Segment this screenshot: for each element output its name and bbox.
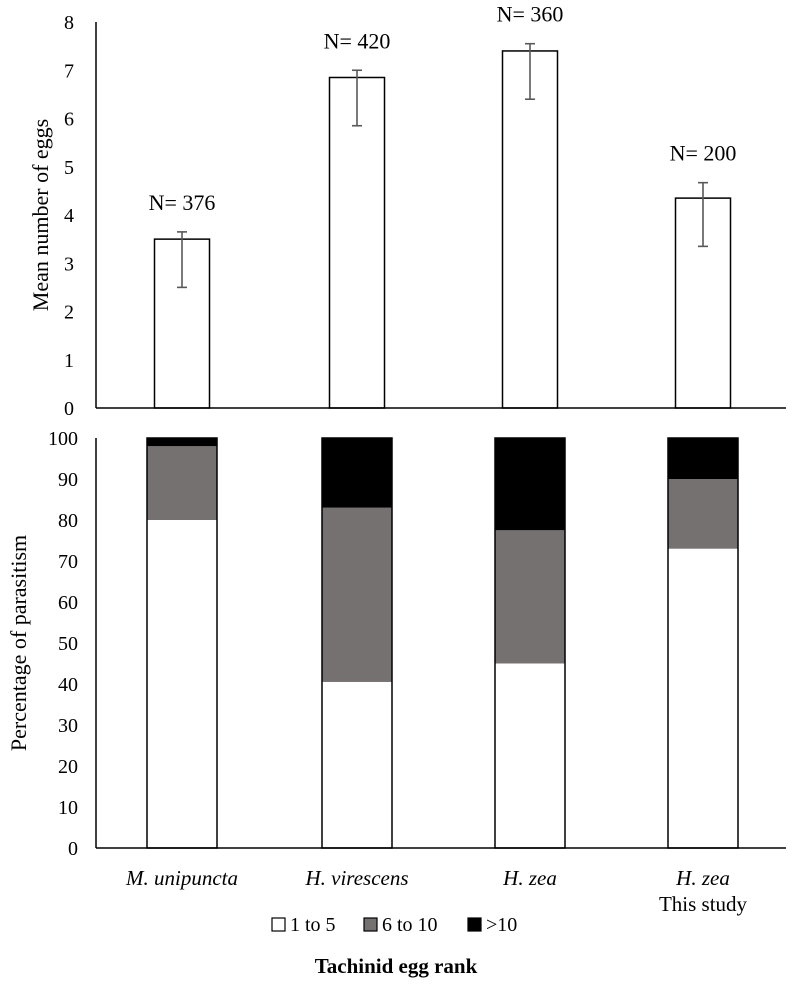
x-axis-title: Tachinid egg rank bbox=[315, 954, 478, 978]
stack-segment-6-to-10 bbox=[322, 507, 392, 682]
bottom-y-tick-label: 0 bbox=[68, 838, 78, 860]
legend-swatch bbox=[363, 917, 378, 932]
bottom-y-tick-label: 10 bbox=[58, 797, 78, 819]
bottom-y-tick-label: 40 bbox=[58, 674, 78, 696]
bottom-y-tick-label: 30 bbox=[58, 715, 78, 737]
stack-segment-6-to-10 bbox=[495, 530, 565, 664]
top-error-bars bbox=[177, 42, 708, 289]
bottom-y-tick-label: 70 bbox=[58, 551, 78, 573]
top-y-tick-label: 0 bbox=[64, 398, 74, 420]
top-y-tick-label: 4 bbox=[64, 205, 74, 227]
stack-segment-over-10 bbox=[147, 438, 217, 447]
legend-swatch bbox=[467, 917, 482, 932]
stack-segment-1-to-5 bbox=[322, 681, 392, 848]
n-label: N= 376 bbox=[149, 190, 216, 215]
stacked-bars bbox=[146, 437, 739, 849]
top-y-tick-label: 5 bbox=[64, 157, 74, 179]
category-label: H. virescens bbox=[304, 866, 408, 890]
bottom-y-tick-label: 80 bbox=[58, 510, 78, 532]
top-bars bbox=[153, 50, 732, 409]
error-bar bbox=[525, 42, 535, 100]
legend-label: 1 to 5 bbox=[290, 914, 336, 936]
bottom-y-tick-labels: 0 10 20 30 40 50 60 70 80 90 100 bbox=[48, 428, 78, 860]
n-label: N= 360 bbox=[497, 2, 564, 27]
category-labels: M. unipuncta H. virescens H. zea H. zeaThis… bbox=[125, 866, 748, 916]
top-y-axis-title: Mean number of eggs bbox=[28, 119, 53, 311]
category-label: M. unipuncta bbox=[125, 866, 238, 890]
top-y-tick-label: 7 bbox=[64, 60, 74, 82]
stack-segment-1-to-5 bbox=[668, 548, 738, 848]
mean-eggs-bar bbox=[501, 50, 559, 409]
category-note: This study bbox=[659, 892, 748, 916]
n-label: N= 200 bbox=[670, 141, 737, 166]
bottom-y-tick-label: 20 bbox=[58, 756, 78, 778]
mean-eggs-panel: Mean number of eggs 0 1 2 3 4 5 6 7 8 N= 376 N= 4… bbox=[28, 2, 786, 420]
top-y-tick-label: 2 bbox=[64, 302, 74, 324]
bottom-y-tick-label: 50 bbox=[58, 633, 78, 655]
bottom-y-tick-label: 60 bbox=[58, 592, 78, 614]
bottom-y-tick-label: 90 bbox=[58, 469, 78, 491]
legend-label: 6 to 10 bbox=[382, 914, 438, 936]
bottom-y-tick-label: 100 bbox=[48, 428, 78, 450]
top-y-tick-labels: 0 1 2 3 4 5 6 7 8 bbox=[64, 12, 74, 420]
top-y-tick-label: 1 bbox=[64, 350, 74, 372]
top-y-tick-label: 8 bbox=[64, 12, 74, 34]
n-label: N= 420 bbox=[324, 28, 391, 53]
legend: 1 to 5 6 to 10 >10 bbox=[271, 914, 517, 936]
error-bar bbox=[698, 181, 708, 248]
error-bar bbox=[352, 69, 362, 127]
legend-swatch bbox=[271, 917, 286, 932]
stack-segment-1-to-5 bbox=[147, 520, 217, 848]
stack-segment-1-to-5 bbox=[495, 663, 565, 848]
category-label: H. zea bbox=[502, 866, 557, 890]
top-n-labels: N= 376 N= 420 N= 360 N= 200 bbox=[149, 2, 737, 215]
error-bar bbox=[177, 231, 187, 289]
stack-segment-6-to-10 bbox=[147, 446, 217, 520]
stack-segment-over-10 bbox=[322, 438, 392, 508]
legend-label: >10 bbox=[486, 914, 517, 936]
category-label: H. zea bbox=[675, 866, 730, 890]
stack-segment-over-10 bbox=[668, 438, 738, 479]
stack-segment-6-to-10 bbox=[668, 479, 738, 549]
mean-eggs-bar bbox=[328, 76, 386, 409]
stack-segment-over-10 bbox=[495, 438, 565, 531]
top-y-tick-label: 6 bbox=[64, 109, 74, 131]
bottom-y-axis-title: Percentage of parasitism bbox=[6, 535, 31, 751]
parasitism-panel: Percentage of parasitism 0 10 20 30 40 50 60 70… bbox=[6, 428, 786, 860]
top-y-tick-label: 3 bbox=[64, 253, 74, 275]
